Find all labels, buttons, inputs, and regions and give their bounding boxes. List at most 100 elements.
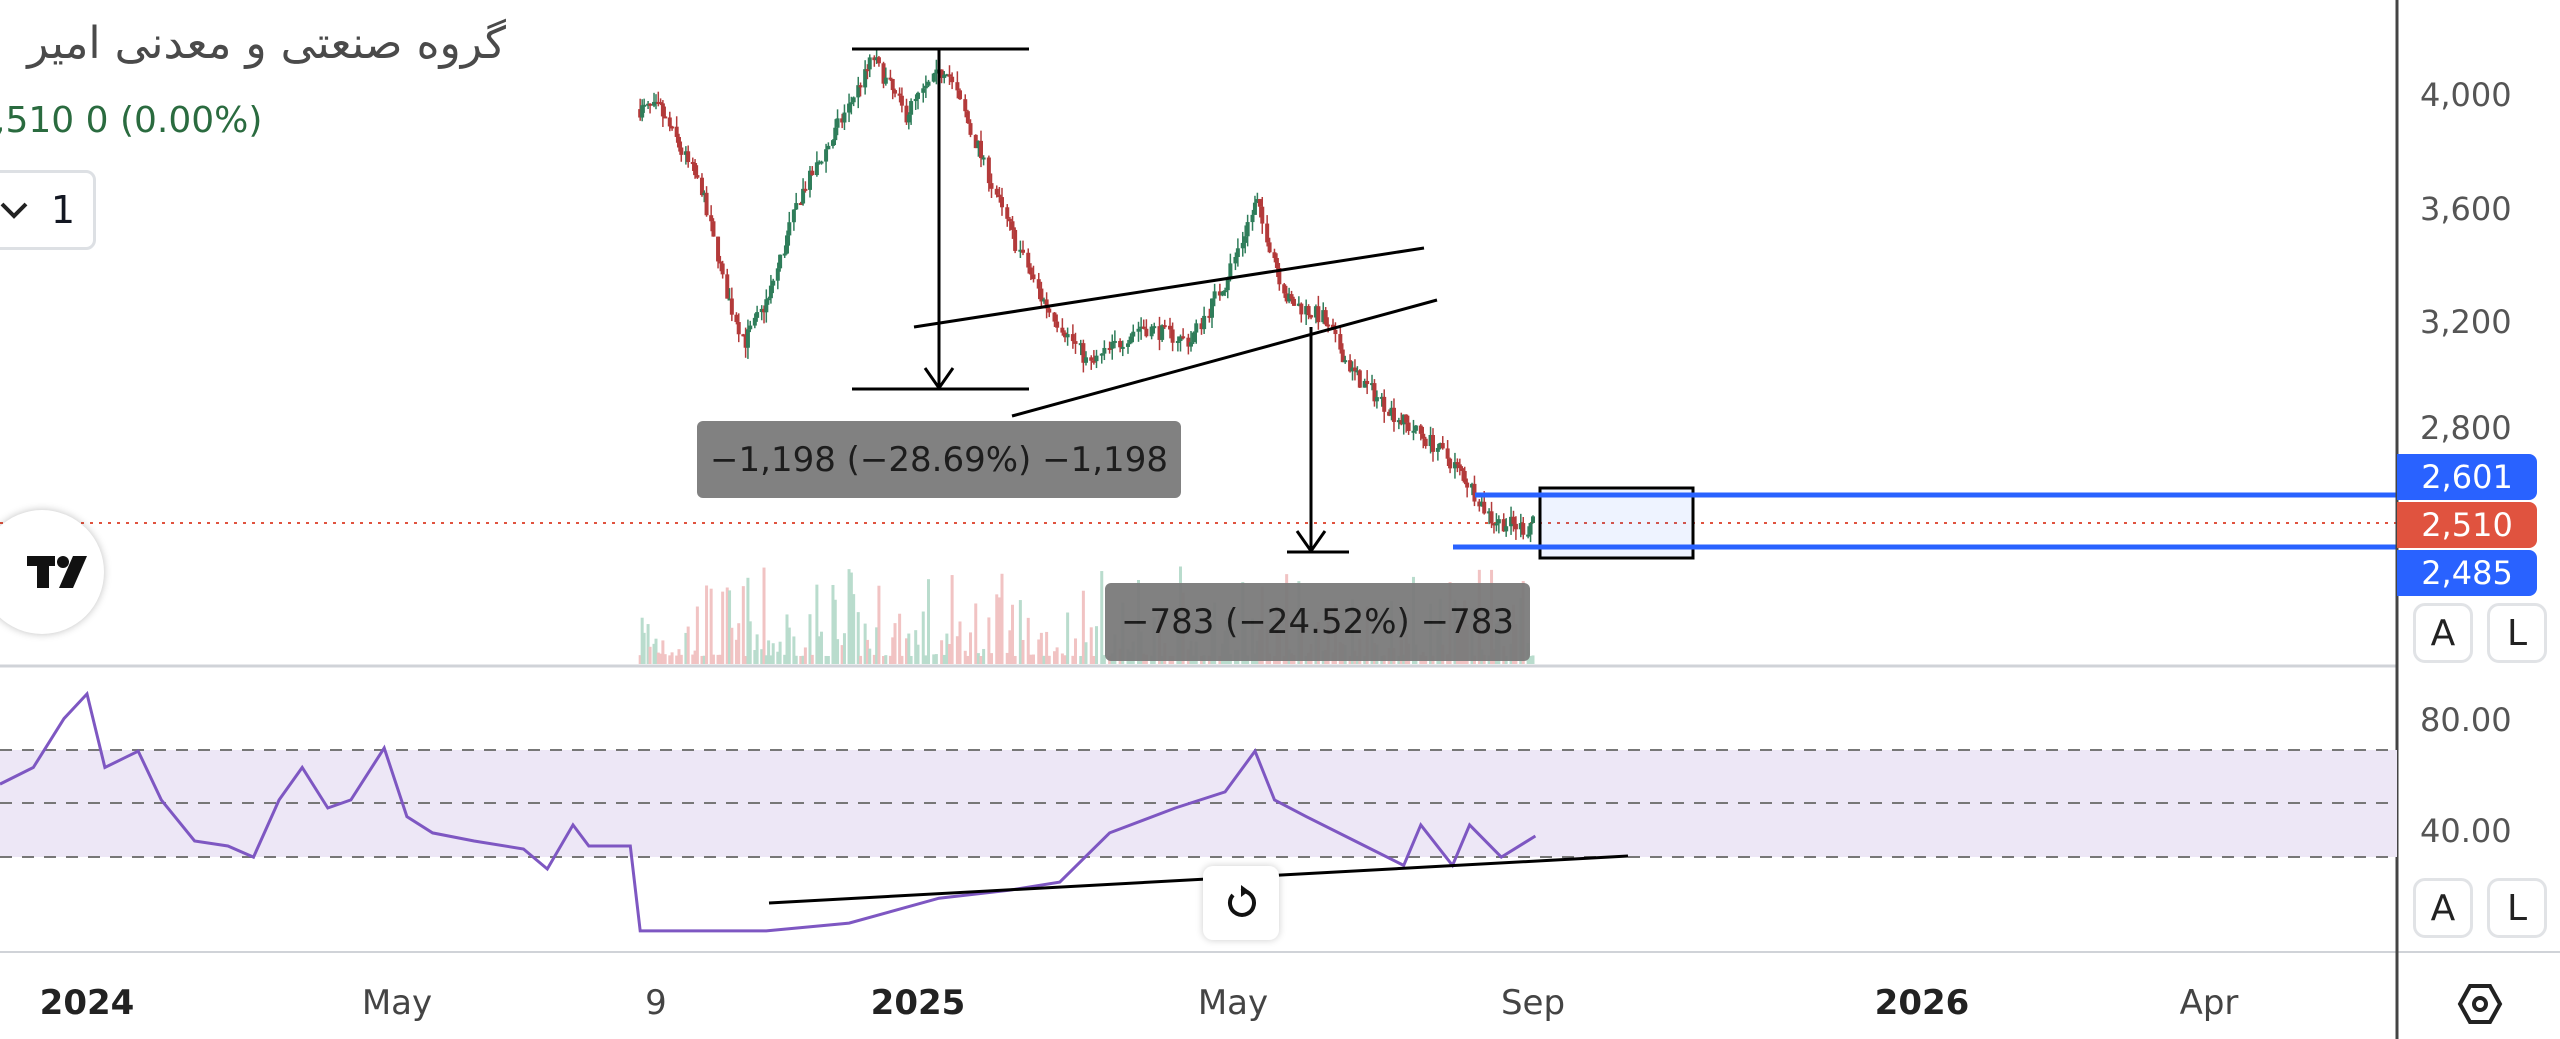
candle (1348, 360, 1353, 372)
volume-bar (767, 640, 771, 664)
candle (699, 177, 704, 196)
candle (1274, 257, 1279, 268)
volume-bar (900, 655, 904, 664)
candle (973, 134, 978, 149)
candle (1199, 323, 1204, 330)
candle (1350, 367, 1355, 372)
candle (1028, 267, 1033, 275)
candle (899, 95, 904, 106)
candle (1250, 214, 1255, 223)
candle (642, 104, 647, 107)
candle (798, 203, 803, 206)
level-label-2485: 2,485 (2397, 550, 2537, 596)
rsi-log-scale-button[interactable]: L (2487, 878, 2547, 938)
volume-bar (934, 654, 938, 664)
interval-button[interactable]: 1 (0, 170, 96, 250)
candle (849, 102, 854, 105)
volume-bar (810, 654, 814, 664)
candle (1440, 443, 1445, 449)
volume-bar (1039, 632, 1043, 664)
volume-bar (1095, 626, 1098, 664)
volume-bar (940, 640, 944, 664)
volume-bar (737, 623, 741, 664)
candle (1299, 303, 1304, 315)
candle (833, 127, 838, 141)
candle (718, 261, 723, 264)
volume-bar (776, 651, 780, 664)
measure-label-2[interactable]: −783 (−24.52%) −783 (1105, 583, 1530, 661)
candle (1333, 329, 1338, 335)
volume-bar (963, 650, 967, 664)
price-change: ,510 0 (0.00%) (0, 100, 263, 141)
candle (1513, 523, 1518, 530)
volume-bar (997, 597, 1001, 664)
candle (1406, 422, 1411, 431)
candle (1168, 325, 1172, 330)
volume-bar (670, 652, 674, 664)
candle (1509, 516, 1514, 527)
candle (1178, 336, 1183, 342)
candle (654, 101, 658, 104)
volume-bar (803, 647, 807, 664)
candle (1252, 202, 1257, 215)
volume-bar (711, 654, 715, 664)
candle (1107, 347, 1112, 350)
tradingview-logo[interactable] (0, 510, 104, 634)
candle (1521, 523, 1526, 535)
candle (1042, 299, 1046, 302)
volume-bar (1011, 604, 1014, 664)
volume-bar (1008, 630, 1012, 664)
candle (893, 90, 898, 94)
candle (1387, 411, 1392, 416)
measure-label-1[interactable]: −1,198 (−28.69%) −1,198 (697, 421, 1181, 498)
candle (1306, 306, 1311, 316)
symbol-title[interactable]: گروه صنعتی و معدنی امیر (27, 18, 506, 69)
volume-bar (856, 612, 860, 664)
volume-bar (716, 654, 720, 664)
candle (1309, 315, 1314, 318)
candle (1511, 516, 1516, 524)
candle (1357, 370, 1362, 388)
candle (727, 298, 732, 301)
candle (1445, 448, 1450, 459)
candle (942, 74, 947, 78)
candle (872, 57, 877, 61)
reset-chart-button[interactable] (1203, 866, 1279, 940)
log-scale-button[interactable]: L (2487, 603, 2547, 663)
candle (965, 111, 970, 124)
time-label: Apr (2179, 983, 2239, 1023)
volume-bar (659, 653, 663, 664)
candle (939, 69, 944, 78)
settings-icon[interactable] (2456, 980, 2504, 1028)
candle (863, 69, 868, 88)
candle (931, 73, 936, 82)
volume-bar (1018, 600, 1022, 664)
level-label-2601: 2,601 (2397, 454, 2537, 500)
candle (883, 77, 888, 84)
candle (720, 263, 725, 275)
candle (762, 308, 767, 313)
candle (1202, 315, 1207, 330)
auto-scale-button[interactable]: A (2413, 603, 2473, 663)
volume-bar (966, 655, 970, 664)
volume-bar (730, 627, 734, 664)
volume-bar (1021, 639, 1025, 664)
candle (1131, 331, 1136, 337)
candle (741, 334, 746, 337)
volume-bar (1081, 590, 1085, 664)
volume-bar (744, 655, 748, 664)
volume-bar (888, 655, 892, 664)
rsi-auto-scale-button[interactable]: A (2413, 878, 2473, 938)
candle (1005, 207, 1010, 219)
candle (782, 253, 787, 256)
candle (676, 136, 681, 148)
volume-bar (705, 585, 709, 664)
volume-bar (718, 654, 722, 664)
volume-bar (778, 641, 782, 664)
candle (1396, 420, 1401, 423)
volume-bar (1029, 654, 1033, 664)
price-tick: 2,800 (2420, 409, 2512, 447)
candle (1078, 343, 1083, 346)
candle (1013, 229, 1018, 251)
